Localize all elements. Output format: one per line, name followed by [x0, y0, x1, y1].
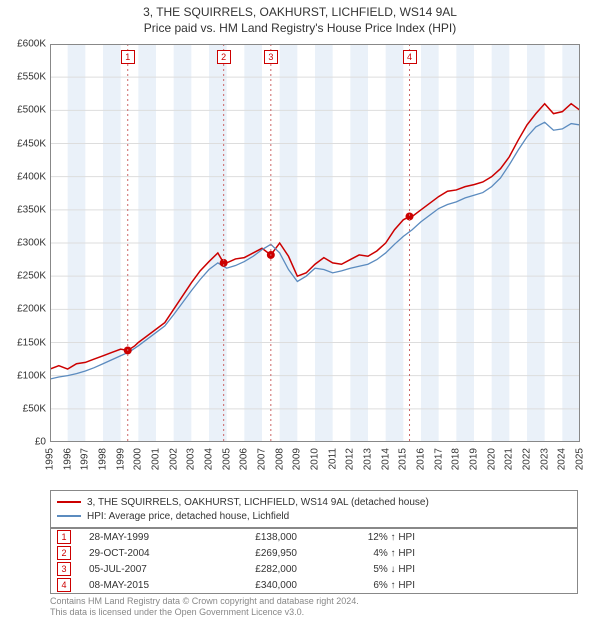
event-price: £269,950 [217, 548, 297, 559]
event-marker-2: 2 [217, 50, 231, 64]
legend-label-property: 3, THE SQUIRRELS, OAKHURST, LICHFIELD, W… [87, 497, 429, 508]
x-tick-label: 2009 [292, 448, 303, 470]
x-tick-label: 2024 [557, 448, 568, 470]
event-marker-3: 3 [264, 50, 278, 64]
x-tick-label: 2006 [239, 448, 250, 470]
legend-label-hpi: HPI: Average price, detached house, Lich… [87, 511, 289, 522]
event-date: 08-MAY-2015 [89, 580, 199, 591]
event-row: 4 08-MAY-2015 £340,000 6% ↑ HPI [51, 577, 577, 593]
footnote-line1: Contains HM Land Registry data © Crown c… [50, 596, 578, 607]
chart-title-line2: Price paid vs. HM Land Registry's House … [0, 20, 600, 36]
x-tick-label: 2015 [398, 448, 409, 470]
x-tick-label: 2007 [257, 448, 268, 470]
event-price: £282,000 [217, 564, 297, 575]
x-tick-label: 2002 [168, 448, 179, 470]
x-tick-label: 2008 [274, 448, 285, 470]
x-tick-label: 2019 [469, 448, 480, 470]
legend-swatch-hpi [57, 515, 81, 517]
x-tick-label: 2023 [539, 448, 550, 470]
x-tick-label: 2020 [486, 448, 497, 470]
x-tick-label: 2016 [416, 448, 427, 470]
x-tick-label: 2022 [522, 448, 533, 470]
legend-box: 3, THE SQUIRRELS, OAKHURST, LICHFIELD, W… [50, 490, 578, 528]
x-tick-label: 2004 [204, 448, 215, 470]
y-tick-label: £600K [17, 39, 46, 50]
x-tick-label: 2013 [363, 448, 374, 470]
x-tick-label: 2001 [151, 448, 162, 470]
event-delta: 4% ↑ HPI [315, 548, 415, 559]
x-tick-label: 2012 [345, 448, 356, 470]
y-tick-label: £400K [17, 171, 46, 182]
x-tick-label: 1999 [115, 448, 126, 470]
y-tick-label: £250K [17, 271, 46, 282]
chart-title-line1: 3, THE SQUIRRELS, OAKHURST, LICHFIELD, W… [0, 4, 600, 20]
y-tick-label: £350K [17, 204, 46, 215]
x-tick-label: 2017 [433, 448, 444, 470]
chart-title-block: 3, THE SQUIRRELS, OAKHURST, LICHFIELD, W… [0, 4, 600, 36]
legend-row: 3, THE SQUIRRELS, OAKHURST, LICHFIELD, W… [57, 495, 571, 509]
y-tick-label: £100K [17, 370, 46, 381]
x-tick-label: 2021 [504, 448, 515, 470]
x-tick-label: 2003 [186, 448, 197, 470]
event-row: 3 05-JUL-2007 £282,000 5% ↓ HPI [51, 561, 577, 577]
event-price: £340,000 [217, 580, 297, 591]
footnote: Contains HM Land Registry data © Crown c… [50, 596, 578, 618]
legend-row: HPI: Average price, detached house, Lich… [57, 509, 571, 523]
event-delta: 6% ↑ HPI [315, 580, 415, 591]
y-tick-label: £550K [17, 72, 46, 83]
x-tick-label: 1995 [45, 448, 56, 470]
event-price: £138,000 [217, 532, 297, 543]
event-marker-badge: 3 [57, 562, 71, 576]
page-root: 3, THE SQUIRRELS, OAKHURST, LICHFIELD, W… [0, 0, 600, 620]
x-tick-label: 2018 [451, 448, 462, 470]
event-delta: 12% ↑ HPI [315, 532, 415, 543]
y-tick-label: £50K [23, 403, 46, 414]
event-date: 05-JUL-2007 [89, 564, 199, 575]
event-marker-badge: 2 [57, 546, 71, 560]
x-tick-label: 1996 [62, 448, 73, 470]
y-tick-label: £0 [35, 437, 46, 448]
event-delta: 5% ↓ HPI [315, 564, 415, 575]
event-marker-badge: 1 [57, 530, 71, 544]
x-tick-label: 2005 [221, 448, 232, 470]
event-date: 29-OCT-2004 [89, 548, 199, 559]
event-row: 2 29-OCT-2004 £269,950 4% ↑ HPI [51, 545, 577, 561]
legend-swatch-property [57, 501, 81, 503]
y-tick-label: £150K [17, 337, 46, 348]
event-marker-4: 4 [403, 50, 417, 64]
y-tick-label: £500K [17, 105, 46, 116]
x-tick-label: 2010 [310, 448, 321, 470]
chart-svg [50, 44, 580, 442]
x-tick-label: 1997 [80, 448, 91, 470]
x-tick-label: 2011 [327, 448, 338, 470]
y-tick-label: £450K [17, 138, 46, 149]
y-tick-label: £300K [17, 238, 46, 249]
event-date: 28-MAY-1999 [89, 532, 199, 543]
x-tick-label: 2000 [133, 448, 144, 470]
events-box: 1 28-MAY-1999 £138,000 12% ↑ HPI 2 29-OCT-200… [50, 528, 578, 594]
event-marker-1: 1 [121, 50, 135, 64]
event-row: 1 28-MAY-1999 £138,000 12% ↑ HPI [51, 529, 577, 545]
x-tick-label: 2014 [380, 448, 391, 470]
event-marker-badge: 4 [57, 578, 71, 592]
x-tick-label: 2025 [575, 448, 586, 470]
x-tick-label: 1998 [98, 448, 109, 470]
y-tick-label: £200K [17, 304, 46, 315]
chart-area: 1 2 3 4 [50, 44, 580, 442]
footnote-line2: This data is licensed under the Open Gov… [50, 607, 578, 618]
y-axis-labels: £0£50K£100K£150K£200K£250K£300K£350K£400… [0, 44, 48, 442]
x-axis-labels: 1995199619971998199920002001200220032004… [50, 446, 580, 486]
